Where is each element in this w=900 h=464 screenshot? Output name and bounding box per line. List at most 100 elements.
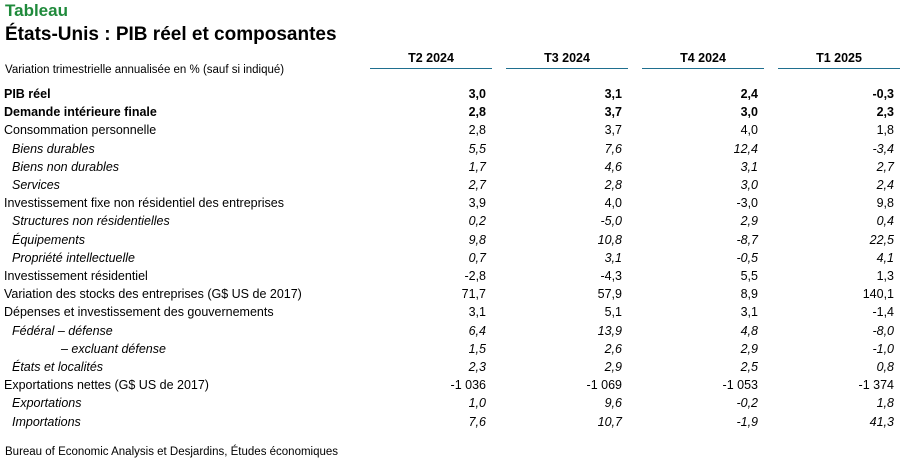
cell-value: 9,8 xyxy=(876,196,894,211)
cell-value: 10,8 xyxy=(597,232,622,247)
table-row: – excluant défense 1,5 2,6 2,9 -1,0 xyxy=(4,340,894,358)
cell-value: 3,1 xyxy=(740,305,758,320)
cell-value: 4,0 xyxy=(740,123,758,138)
cell-value: -0,5 xyxy=(736,250,758,265)
cell-value: 1,5 xyxy=(468,341,486,356)
cell-value: 57,9 xyxy=(597,287,622,302)
cell-value: 2,7 xyxy=(468,178,486,193)
cell-value: 2,6 xyxy=(604,341,622,356)
cell-value: 22,5 xyxy=(869,232,894,247)
table-row: Variation des stocks des entreprises (G$… xyxy=(4,285,894,303)
cell-value: 5,5 xyxy=(740,269,758,284)
cell-value: 3,0 xyxy=(740,105,758,120)
table-row: Services 2,7 2,8 3,0 2,4 xyxy=(4,176,894,194)
cell-value: 2,8 xyxy=(468,123,486,138)
row-label: Services xyxy=(12,178,60,193)
cell-value: -1 053 xyxy=(722,378,758,393)
cell-value: 3,1 xyxy=(740,159,758,174)
row-label: Exportations nettes (G$ US de 2017) xyxy=(4,378,209,393)
cell-value: -1 069 xyxy=(586,378,622,393)
cell-value: -3,4 xyxy=(872,141,894,156)
row-label: Exportations xyxy=(12,396,82,411)
cell-value: 2,9 xyxy=(740,214,758,229)
row-label: Biens non durables xyxy=(12,159,120,174)
table-row: Investissement fixe non résidentiel des … xyxy=(4,194,894,212)
cell-value: 5,1 xyxy=(604,305,622,320)
cell-value: 9,8 xyxy=(468,232,486,247)
cell-value: 3,1 xyxy=(604,87,622,101)
row-label: Variation des stocks des entreprises (G$… xyxy=(4,287,302,302)
table-row: PIB réel 3,0 3,1 2,4 -0,3 xyxy=(4,85,894,103)
cell-value: -1,9 xyxy=(736,414,758,429)
cell-value: 9,6 xyxy=(604,396,622,411)
cell-value: 3,7 xyxy=(604,123,622,138)
cell-value: 1,7 xyxy=(468,159,486,174)
cell-value: -4,3 xyxy=(600,269,622,284)
row-label: Propriété intellectuelle xyxy=(12,250,135,265)
cell-value: 2,3 xyxy=(876,105,894,120)
cell-value: 3,0 xyxy=(468,87,486,101)
table-row: Importations 7,6 10,7 -1,9 41,3 xyxy=(4,413,894,431)
cell-value: -1,0 xyxy=(872,341,894,356)
cell-value: 1,0 xyxy=(468,396,486,411)
column-header-t1-2025: T1 2025 xyxy=(778,51,900,69)
cell-value: 0,7 xyxy=(468,250,486,265)
cell-value: 2,3 xyxy=(468,360,486,375)
table-subtitle: Variation trimestrielle annualisée en % … xyxy=(5,64,285,76)
table-row: Demande intérieure finale 2,8 3,7 3,0 2,3 xyxy=(4,103,894,121)
row-label: Biens durables xyxy=(12,141,95,156)
cell-value: 3,1 xyxy=(604,250,622,265)
table-row: Biens durables 5,5 7,6 12,4 -3,4 xyxy=(4,140,894,158)
page-title: États-Unis : PIB réel et composantes xyxy=(5,24,337,45)
cell-value: 71,7 xyxy=(461,287,486,302)
cell-value: 41,3 xyxy=(869,414,894,429)
row-label: Consommation personnelle xyxy=(4,123,157,138)
cell-value: 2,4 xyxy=(740,87,758,101)
table-row: Structures non résidentielles 0,2 -5,0 2,9 0… xyxy=(4,212,894,230)
row-label: Dépenses et investissement des gouvernem… xyxy=(4,305,274,320)
table-row: Fédéral – défense 6,4 13,9 4,8 -8,0 xyxy=(4,322,894,340)
cell-value: -8,0 xyxy=(872,323,894,338)
row-label: Structures non résidentielles xyxy=(12,214,170,229)
cell-value: 2,9 xyxy=(740,341,758,356)
cell-value: 140,1 xyxy=(862,287,894,302)
cell-value: 10,7 xyxy=(597,414,622,429)
cell-value: -8,7 xyxy=(736,232,758,247)
cell-value: 7,6 xyxy=(604,141,622,156)
table-row: Dépenses et investissement des gouvernem… xyxy=(4,303,894,321)
table-row: Propriété intellectuelle 0,7 3,1 -0,5 4,1 xyxy=(4,249,894,267)
table-row: Équipements 9,8 10,8 -8,7 22,5 xyxy=(4,231,894,249)
cell-value: 0,2 xyxy=(468,214,486,229)
cell-value: 1,8 xyxy=(876,123,894,138)
cell-value: 2,7 xyxy=(876,159,894,174)
cell-value: 2,4 xyxy=(876,178,894,193)
table-row: Exportations 1,0 9,6 -0,2 1,8 xyxy=(4,394,894,412)
table-row: Investissement résidentiel -2,8 -4,3 5,5 1,3 xyxy=(4,267,894,285)
table-row: États et localités 2,3 2,9 2,5 0,8 xyxy=(4,358,894,376)
row-label: Fédéral – défense xyxy=(12,323,113,338)
cell-value: 1,3 xyxy=(876,269,894,284)
cell-value: 13,9 xyxy=(597,323,622,338)
data-table: PIB réel 3,0 3,1 2,4 -0,3 Demande intérieure … xyxy=(4,85,894,431)
cell-value: 5,5 xyxy=(468,141,486,156)
row-label: – excluant défense xyxy=(61,341,166,356)
cell-value: 4,0 xyxy=(604,196,622,211)
row-label: Importations xyxy=(12,414,81,429)
row-label: Équipements xyxy=(12,232,85,247)
table-kicker: Tableau xyxy=(5,1,68,20)
cell-value: 7,6 xyxy=(468,414,486,429)
row-label: Investissement fixe non résidentiel des … xyxy=(4,196,285,211)
column-header-t3-2024: T3 2024 xyxy=(506,51,628,69)
cell-value: -1 374 xyxy=(858,378,894,393)
cell-value: -1,4 xyxy=(872,305,894,320)
cell-value: 2,8 xyxy=(468,105,486,120)
cell-value: -2,8 xyxy=(464,269,486,284)
table-row: Biens non durables 1,7 4,6 3,1 2,7 xyxy=(4,158,894,176)
row-label: Investissement résidentiel xyxy=(4,269,148,284)
row-label: Demande intérieure finale xyxy=(4,105,157,120)
cell-value: -0,3 xyxy=(872,87,894,101)
cell-value: 2,9 xyxy=(604,360,622,375)
cell-value: 2,5 xyxy=(740,360,758,375)
cell-value: 4,8 xyxy=(740,323,758,338)
table-row: Exportations nettes (G$ US de 2017) -1 03… xyxy=(4,376,894,394)
